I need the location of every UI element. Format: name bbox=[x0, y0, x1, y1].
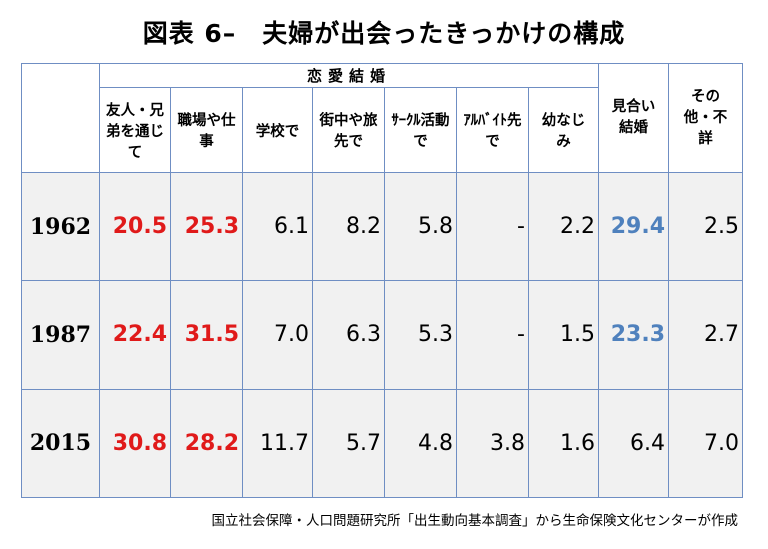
col-header-other: その他・不詳 bbox=[668, 63, 744, 173]
cell-town: 8.2 bbox=[312, 171, 385, 282]
col-header-school: 学校で bbox=[242, 87, 313, 173]
cell-friends: 22.4 bbox=[99, 280, 171, 390]
cell-work: 25.3 bbox=[170, 171, 243, 282]
table-row: 1987 22.4 31.5 7.0 6.3 5.3 - 1.5 23.3 2.… bbox=[21, 280, 744, 390]
cell-town: 6.3 bbox=[312, 280, 385, 390]
cell-parttime: - bbox=[456, 280, 529, 390]
cell-childhood: 1.5 bbox=[527, 280, 600, 390]
cell-work: 28.2 bbox=[170, 388, 243, 499]
source-note: 国立社会保障・人口問題研究所「出生動向基本調査」から生命保険文化センターが作成 bbox=[211, 513, 739, 529]
group-header-love-marriage: 恋愛結婚 bbox=[98, 63, 600, 88]
cell-parttime: - bbox=[456, 171, 529, 282]
table-row: 1962 20.5 25.3 6.1 8.2 5.8 - 2.2 29.4 2.… bbox=[21, 171, 744, 282]
cell-parttime: 3.8 bbox=[456, 388, 529, 499]
col-header-town: 街中や旅先で bbox=[312, 87, 385, 173]
cell-other: 2.7 bbox=[668, 280, 744, 390]
cell-other: 7.0 bbox=[668, 388, 744, 499]
cell-school: 7.0 bbox=[242, 280, 313, 390]
cell-friends: 20.5 bbox=[99, 171, 171, 282]
row-year: 2015 bbox=[21, 388, 100, 499]
col-header-parttime: ｱﾙﾊﾞｲﾄ先で bbox=[456, 87, 529, 173]
cell-circle: 5.3 bbox=[384, 280, 457, 390]
cell-town: 5.7 bbox=[312, 388, 385, 499]
col-header-childhood: 幼なじみ bbox=[527, 87, 600, 173]
row-year: 1987 bbox=[21, 280, 100, 390]
col-header-circle: ｻｰｸﾙ活動で bbox=[384, 87, 457, 173]
cell-friends: 30.8 bbox=[99, 388, 171, 499]
row-year: 1962 bbox=[21, 171, 100, 282]
cell-other: 2.5 bbox=[668, 171, 744, 282]
page-title: 図表 6– 夫婦が出会ったきっかけの構成 bbox=[142, 19, 626, 48]
col-header-friends: 友人・兄弟を通じて bbox=[99, 87, 171, 173]
cell-childhood: 2.2 bbox=[527, 171, 600, 282]
cell-school: 11.7 bbox=[242, 388, 313, 499]
cell-childhood: 1.6 bbox=[527, 388, 600, 499]
col-header-arranged: 見合い結婚 bbox=[598, 63, 670, 173]
cell-circle: 5.8 bbox=[384, 171, 457, 282]
marriage-encounter-table: 恋愛結婚 見合い結婚 その他・不詳 友人・兄弟を通じて 職場や仕事 学校で 街中… bbox=[21, 63, 744, 499]
cell-arranged: 29.4 bbox=[598, 171, 670, 282]
cell-work: 31.5 bbox=[170, 280, 243, 390]
col-header-work: 職場や仕事 bbox=[170, 87, 243, 173]
cell-arranged: 23.3 bbox=[598, 280, 670, 390]
cell-school: 6.1 bbox=[242, 171, 313, 282]
corner-cell bbox=[21, 63, 100, 173]
cell-arranged: 6.4 bbox=[598, 388, 670, 499]
cell-circle: 4.8 bbox=[384, 388, 457, 499]
table-row: 2015 30.8 28.2 11.7 5.7 4.8 3.8 1.6 6.4 … bbox=[21, 388, 744, 499]
